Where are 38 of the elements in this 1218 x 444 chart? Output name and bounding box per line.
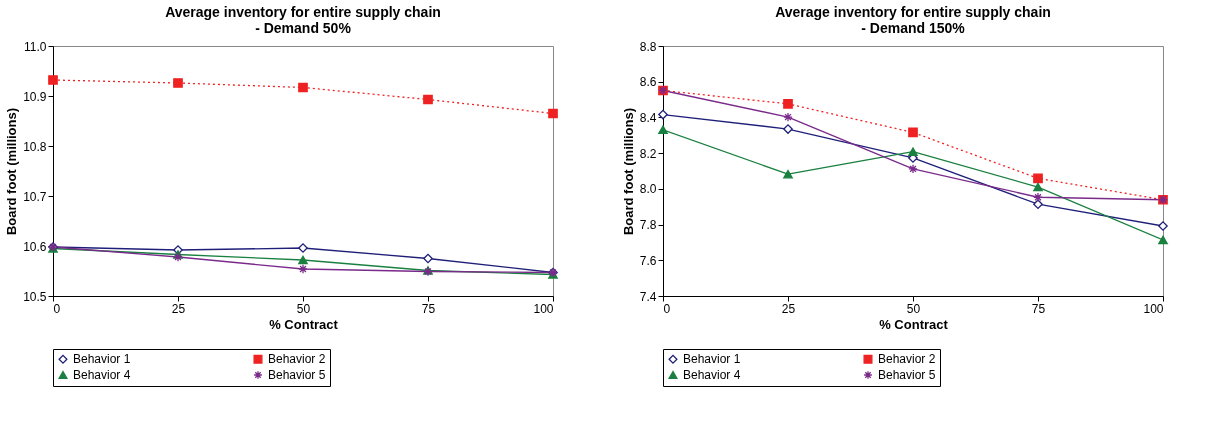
y-tick-label: 7.6: [639, 253, 657, 268]
y-tick-label: 10.9: [23, 89, 47, 104]
y-tick-label: 8.6: [639, 75, 657, 90]
x-tick-label: 25: [781, 301, 796, 316]
legend-label: Behavior 1: [73, 352, 131, 367]
y-tick-label: 7.8: [639, 218, 657, 233]
y-tick-label: 7.4: [639, 289, 657, 304]
y-tick-label: 8.8: [639, 39, 657, 54]
y-axis-title: Board foot (millions): [620, 107, 636, 236]
y-tick-label: 8.2: [639, 146, 657, 161]
x-tick-label: 50: [296, 301, 311, 316]
legend-label: Behavior 5: [878, 368, 936, 382]
x-tick-label: 75: [1031, 301, 1046, 316]
legend-label: Behavior 5: [268, 368, 326, 382]
x-tick-label: 0: [663, 301, 671, 316]
y-tick-label: 10.6: [23, 239, 47, 254]
x-axis-title: % Contract: [269, 316, 339, 332]
x-axis-title: % Contract: [879, 316, 949, 332]
x-tick-label: 100: [533, 301, 554, 316]
legend-label: Behavior 4: [73, 368, 131, 382]
x-tick-label: 25: [171, 301, 186, 316]
legend-label: Behavior 2: [268, 352, 326, 367]
y-tick-label: 8.4: [639, 110, 657, 125]
y-tick-label: 10.8: [23, 139, 47, 154]
x-tick-label: 50: [906, 301, 921, 316]
x-tick-label: 100: [1143, 301, 1164, 316]
y-tick-label: 11.0: [24, 39, 47, 54]
legend-label: Behavior 1: [683, 352, 741, 367]
chart-title: Average inventory for entire supply chain - Demand 50%: [165, 4, 441, 36]
legend-label: Behavior 4: [683, 368, 741, 382]
y-axis-title: Board foot (millions): [4, 107, 20, 236]
x-tick-label: 75: [421, 301, 436, 316]
y-tick-label: 10.7: [23, 189, 47, 204]
x-tick-label: 0: [53, 301, 61, 316]
y-tick-label: 10.5: [23, 289, 47, 304]
y-tick-label: 8.0: [639, 182, 657, 197]
chart-title: Average inventory for entire supply chain - Demand 150%: [775, 4, 1051, 36]
legend-label: Behavior 2: [878, 352, 936, 367]
